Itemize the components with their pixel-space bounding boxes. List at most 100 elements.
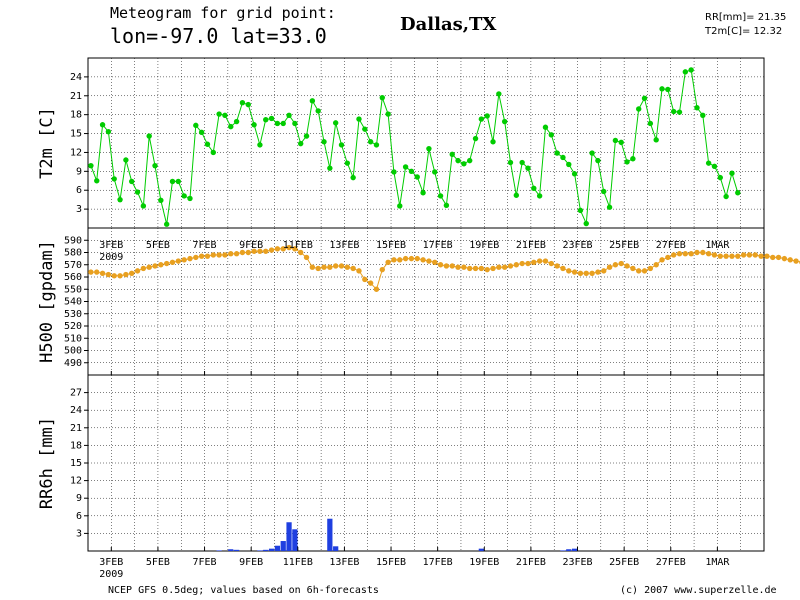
rr6h-bar [478,548,484,551]
y-tick-label: 530 [64,309,82,320]
h500-point [653,262,659,268]
h500-point [309,264,316,270]
h500-point [723,253,729,259]
h500-point [670,252,677,258]
t2m-point [472,135,479,142]
t2m-point [163,221,170,227]
y-tick-label: 24 [70,405,82,416]
h500-point [181,257,187,263]
h500-point [624,263,630,269]
t2m-point [117,196,123,203]
t2m-point [519,159,525,166]
y-tick-label: 570 [64,260,82,271]
y-tick-label: 500 [64,346,82,357]
t2m-point [408,168,415,175]
h500-point [210,252,216,258]
h500-point [117,273,123,279]
t2m-point [129,178,135,185]
h500-point [233,251,240,257]
h500-point [700,249,706,256]
h500-point [123,271,129,278]
t2m-point [723,193,729,200]
h500-point [583,270,589,277]
data-source-note: NCEP GFS 0.5deg; values based on 6h-fore… [108,585,379,596]
t2m-point [589,150,595,156]
y-tick-label: 21 [70,91,82,102]
t2m-point [467,157,473,164]
t2m-point [426,145,432,152]
y-tick-label: 510 [64,333,82,344]
h500-point [251,248,257,254]
h500-point [216,252,222,258]
t2m-point [735,190,741,196]
h500-point [408,255,415,262]
x-tick-label: 23FEB [562,240,592,251]
t2m-point [105,128,112,135]
rr6h-bar [257,550,263,551]
h500-point [245,249,251,256]
t2m-point [303,133,310,139]
t2m-point [647,120,654,127]
t2m-point [402,164,409,170]
x-tick-label: 11FEB [283,240,313,251]
h500-point [385,259,391,265]
h500-point [338,263,345,269]
t2m-point [717,174,723,181]
t2m-point [239,100,246,106]
y-axis-label: T2m [C] [37,107,57,179]
rr6h-bar [292,529,298,551]
x-tick-label: 23FEB [562,557,592,568]
y-tick-label: 490 [64,358,82,369]
t2m-point [571,171,578,177]
t2m-point [327,165,333,171]
t2m-point [414,174,420,180]
t2m-point [595,157,601,164]
h500-point [169,259,176,265]
h500-point [571,269,578,275]
t2m-point [665,86,671,93]
panel-frame [87,374,765,552]
t2m-point [636,106,642,112]
y-tick-label: 15 [70,458,82,469]
x-tick-label: 13FEB [329,557,359,568]
t2m-point [321,139,327,145]
h500-point [420,257,426,263]
h500-point [659,257,665,263]
rr6h-bar [268,548,275,551]
h500-point [501,264,508,270]
t2m-point [274,120,281,127]
h500-point [647,265,654,272]
h500-point [344,264,351,270]
h500-point [688,251,694,257]
h500-point [787,257,793,263]
h500-point [641,268,648,274]
t2m-point [711,163,718,169]
h500-point [548,260,554,267]
rr6h-bar [233,549,240,551]
t2m-point [676,109,683,115]
t2m-point [99,122,106,128]
t2m-point [222,112,228,118]
x-tick-label: 3FEB [99,240,123,251]
h500-point [449,263,455,269]
h500-point [94,269,100,275]
x-tick-label: 21FEB [516,240,546,251]
h500-point [606,264,613,270]
t2m-point [641,95,648,101]
h500-point [478,265,485,272]
h500-point [513,262,520,268]
h500-point [542,258,549,264]
h500-point [472,265,479,272]
h500-point [636,268,642,274]
rr6h-bar [280,541,286,551]
h500-point [536,258,543,264]
t2m-point [140,203,147,209]
h500-point [525,260,531,267]
t2m-point [158,197,164,203]
h500-point [175,258,182,264]
t2m-point [659,86,665,92]
t2m-point [700,112,706,118]
x-tick-label: 19FEB [469,240,499,251]
y-tick-label: 18 [70,110,82,121]
h500-point [397,257,403,263]
